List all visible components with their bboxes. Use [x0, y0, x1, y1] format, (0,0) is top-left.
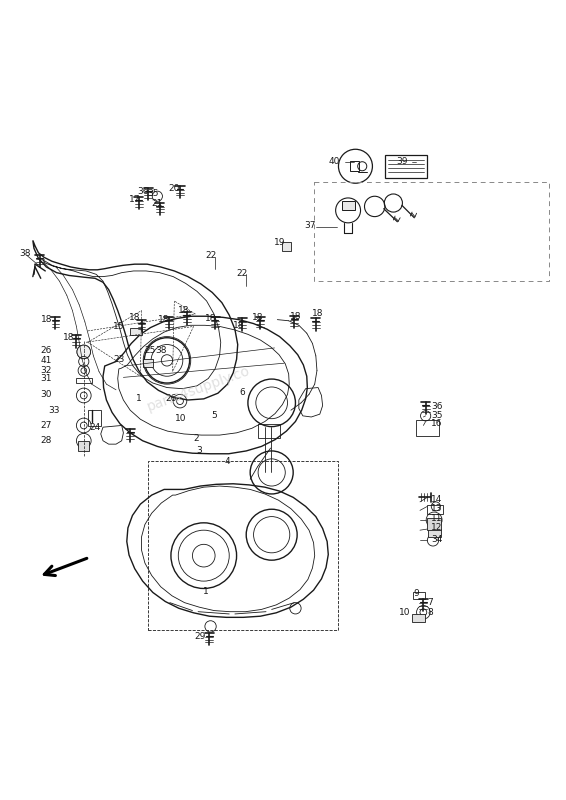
Text: 36: 36 [137, 187, 148, 196]
Bar [385, 155, 427, 178]
Text: 8: 8 [427, 608, 433, 617]
Text: 15: 15 [113, 322, 125, 331]
Text: 13: 13 [431, 504, 443, 513]
Text: 18: 18 [158, 315, 170, 324]
Bar [88, 410, 101, 426]
Text: 30: 30 [41, 390, 52, 399]
Text: 18: 18 [129, 314, 140, 322]
Text: 28: 28 [41, 436, 52, 446]
Bar [427, 505, 443, 514]
Text: 18: 18 [252, 313, 263, 322]
Text: 19: 19 [275, 238, 286, 247]
Text: 12: 12 [431, 523, 443, 533]
Text: 21: 21 [152, 198, 163, 207]
Circle shape [77, 345, 91, 358]
Text: 18: 18 [233, 321, 245, 330]
Text: 3: 3 [196, 446, 202, 455]
Text: 20: 20 [169, 184, 180, 193]
Bar [130, 327, 142, 335]
Text: 10: 10 [175, 414, 187, 422]
Bar [350, 161, 359, 170]
Bar [413, 593, 424, 599]
Text: 18: 18 [205, 314, 216, 323]
Text: 18: 18 [312, 310, 324, 318]
Text: 10: 10 [399, 608, 410, 618]
Text: 22: 22 [205, 251, 216, 260]
Text: 22: 22 [237, 269, 248, 278]
Text: 33: 33 [49, 406, 60, 414]
Text: 35: 35 [147, 189, 158, 198]
Text: parts4supply.co: parts4supply.co [144, 363, 252, 414]
Text: 18: 18 [290, 312, 301, 321]
Bar [282, 242, 291, 250]
Text: 32: 32 [41, 366, 52, 375]
Text: 25: 25 [144, 346, 156, 354]
Text: 2: 2 [193, 434, 199, 443]
Text: 35: 35 [431, 411, 443, 420]
Text: 18: 18 [178, 306, 190, 315]
Bar [76, 378, 92, 383]
Text: 23: 23 [113, 354, 125, 364]
Text: 39: 39 [396, 157, 408, 166]
Text: 41: 41 [41, 356, 52, 365]
Text: 26: 26 [41, 346, 52, 354]
Text: 17: 17 [129, 194, 140, 203]
Text: 14: 14 [431, 494, 443, 503]
Text: 24: 24 [89, 422, 101, 432]
Bar [342, 201, 355, 210]
Bar [258, 424, 280, 438]
Bar [78, 441, 89, 451]
Bar [416, 420, 439, 436]
Text: 18: 18 [41, 315, 52, 324]
Text: 34: 34 [431, 534, 443, 544]
Text: 18: 18 [63, 334, 75, 342]
Text: 4: 4 [225, 457, 230, 466]
Text: 29: 29 [195, 632, 206, 641]
Text: 40: 40 [328, 157, 340, 166]
Text: 11: 11 [431, 514, 443, 523]
Text: 1: 1 [136, 394, 142, 403]
Bar [148, 461, 338, 630]
Text: 31: 31 [41, 374, 52, 383]
Text: 7: 7 [427, 598, 433, 607]
Text: 16: 16 [431, 419, 443, 428]
Text: 1: 1 [203, 587, 209, 596]
Bar [412, 614, 424, 622]
Text: 5: 5 [211, 411, 217, 420]
Text: 36: 36 [431, 402, 443, 411]
Text: 6: 6 [239, 387, 245, 397]
Text: 9: 9 [414, 589, 419, 598]
Text: 27: 27 [41, 421, 52, 430]
Text: 37: 37 [305, 221, 316, 230]
Bar [427, 518, 441, 530]
Text: 38: 38 [20, 250, 31, 258]
Text: 38: 38 [156, 346, 167, 355]
Bar [428, 529, 441, 537]
Bar [143, 359, 153, 366]
Text: 26: 26 [165, 394, 177, 403]
